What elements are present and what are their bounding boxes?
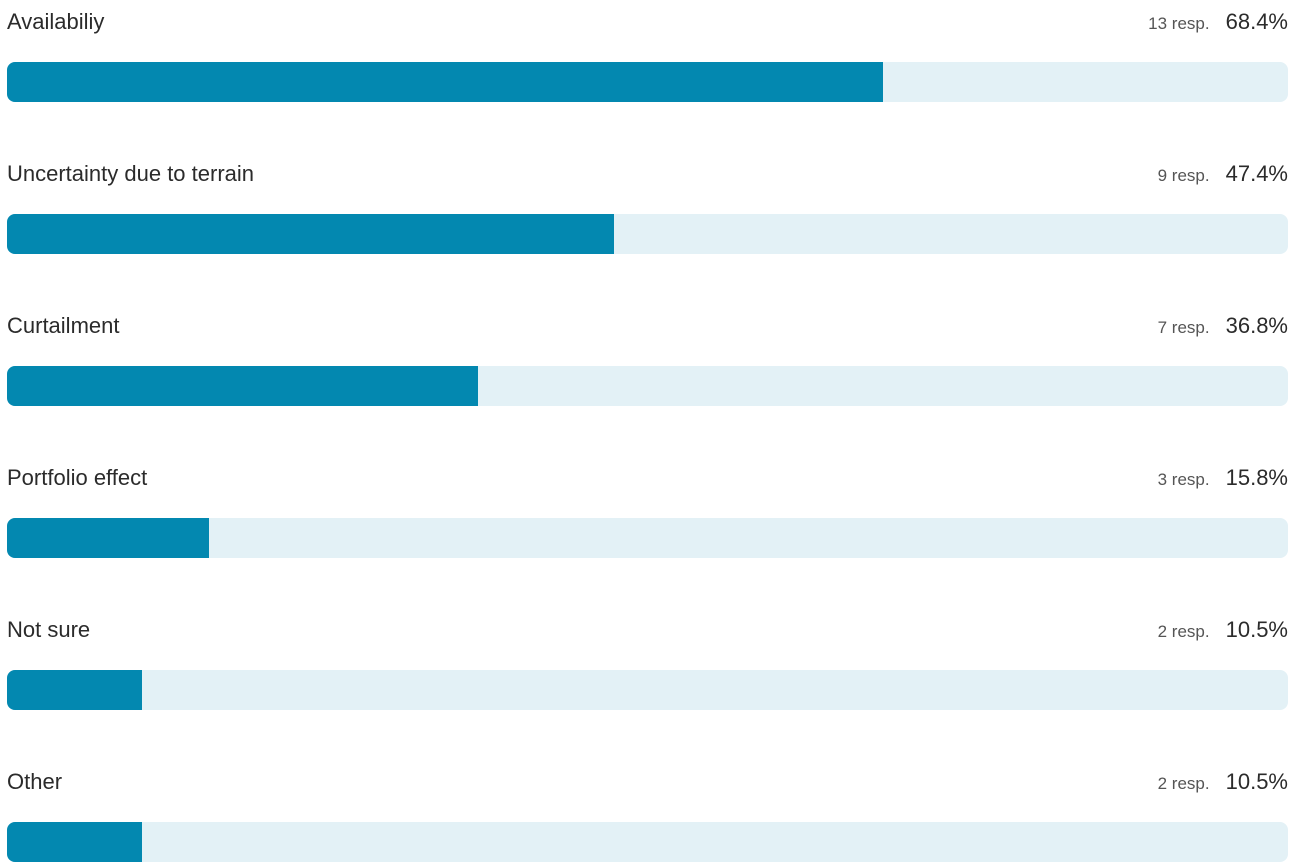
percentage-label: 47.4% [1225,161,1288,186]
chart-row: Curtailment 7 resp. 36.8% [7,304,1288,406]
response-count: 13 resp. [1148,14,1210,33]
response-count: 7 resp. [1157,318,1210,337]
response-count: 9 resp. [1157,166,1210,185]
chart-row: Availabiliy 13 resp. 68.4% [7,0,1288,102]
percentage-label: 68.4% [1225,9,1288,34]
bar-fill [7,670,142,710]
bar-track [7,670,1288,710]
category-label: Availabiliy [7,9,105,34]
bar-track [7,62,1288,102]
row-stats: 2 resp. 10.5% [1158,768,1288,796]
response-count: 2 resp. [1157,622,1210,641]
bar-fill [7,822,142,862]
category-label: Not sure [7,617,91,642]
bar-fill [7,62,884,102]
category-label: Other [7,769,63,794]
category-label: Uncertainty due to terrain [7,161,255,186]
row-stats: 2 resp. 10.5% [1158,616,1288,644]
bar-fill [7,518,210,558]
bar-track [7,822,1288,862]
bar-track [7,214,1288,254]
bar-track [7,518,1288,558]
percentage-label: 36.8% [1225,313,1288,338]
row-stats: 3 resp. 15.8% [1158,464,1288,492]
bar-track [7,366,1288,406]
response-count: 3 resp. [1157,470,1210,489]
category-label: Portfolio effect [7,465,148,490]
percentage-label: 10.5% [1225,617,1288,642]
bar-fill [7,366,479,406]
percentage-label: 15.8% [1225,465,1288,490]
bar-fill [7,214,615,254]
response-count: 2 resp. [1157,774,1210,793]
row-stats: 9 resp. 47.4% [1158,160,1288,188]
chart-row: Portfolio effect 3 resp. 15.8% [7,456,1288,558]
category-label: Curtailment [7,313,120,338]
chart-row: Other 2 resp. 10.5% [7,760,1288,862]
chart-row: Uncertainty due to terrain 9 resp. 47.4% [7,152,1288,254]
row-stats: 13 resp. 68.4% [1148,8,1288,36]
chart-row: Not sure 2 resp. 10.5% [7,608,1288,710]
percentage-label: 10.5% [1225,769,1288,794]
row-stats: 7 resp. 36.8% [1158,312,1288,340]
